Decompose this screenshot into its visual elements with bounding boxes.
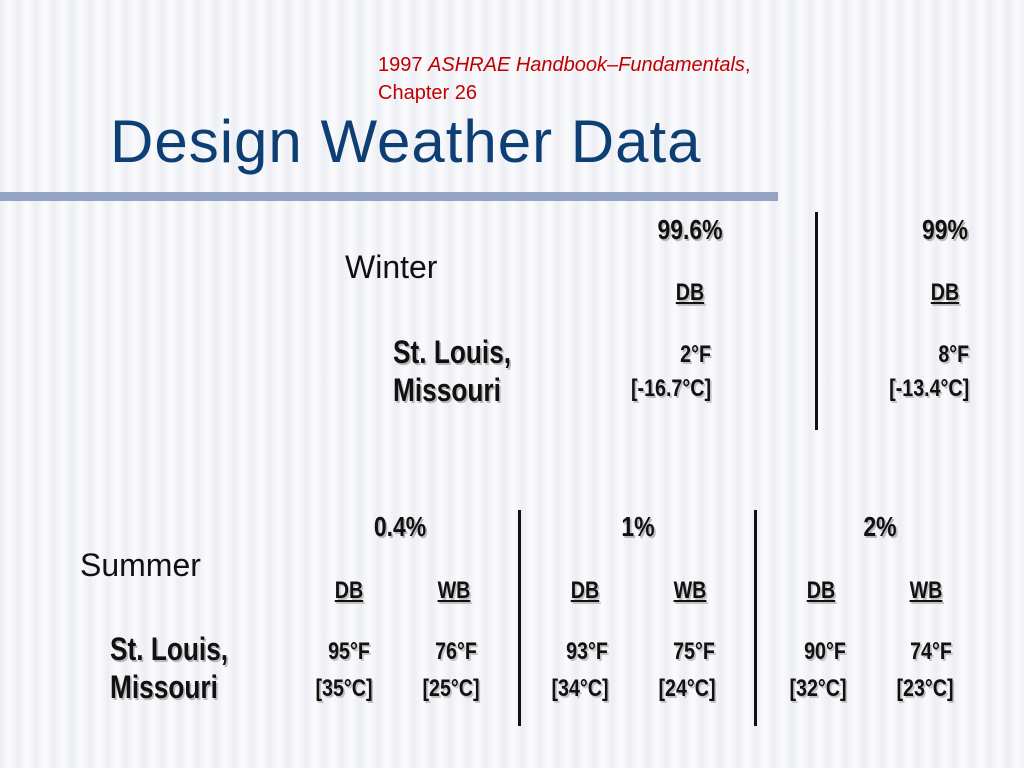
summer-group1-wb-value-c: [25°C]	[422, 675, 480, 702]
summer-group1-wb-header: WB	[437, 577, 471, 604]
reference-year: 1997	[378, 54, 423, 76]
summer-label: Summer	[80, 547, 201, 583]
summer-group2-db-header: DB	[570, 577, 600, 604]
winter-col2-percent: 99%	[922, 214, 968, 245]
summer-group1-db-value-f: 95°F	[328, 638, 370, 665]
winter-city-line-1: St. Louis,	[393, 334, 512, 370]
summer-group2-percent: 1%	[621, 511, 655, 542]
summer-group3-db-value-f: 90°F	[804, 638, 846, 665]
summer-group1-db-value-c: [35°C]	[315, 675, 373, 702]
summer-group3-db-value-c: [32°C]	[789, 675, 847, 702]
summer-group3-wb-value-f: 74°F	[910, 638, 952, 665]
winter-label: Winter	[345, 249, 438, 285]
summer-divider-1	[518, 510, 521, 726]
winter-city-line-2: Missouri	[393, 372, 501, 408]
winter-col2-value-f: 8°F	[938, 341, 970, 368]
summer-group2-db-value-f: 93°F	[566, 638, 608, 665]
summer-group3-db-header: DB	[806, 577, 836, 604]
winter-col1-value-c: [-16.7°C]	[630, 375, 712, 402]
reference-line-1: 1997 ASHRAE Handbook–Fundamentals,	[378, 51, 750, 79]
summer-divider-2	[754, 510, 757, 726]
winter-col2-value-c: [-13.4°C]	[889, 375, 970, 402]
winter-city: St. Louis, Missouri	[393, 333, 511, 409]
reference-book: ASHRAE Handbook–Fundamentals	[428, 54, 745, 76]
summer-city: St. Louis, Missouri	[110, 630, 228, 706]
summer-group1-db-header: DB	[334, 577, 364, 604]
summer-group2-wb-value-f: 75°F	[673, 638, 715, 665]
summer-city-line-2: Missouri	[110, 669, 218, 705]
summer-group2-wb-value-c: [24°C]	[658, 675, 716, 702]
summer-group3-wb-header: WB	[909, 577, 943, 604]
summer-group1-percent: 0.4%	[373, 511, 427, 542]
winter-col2-header: DB	[930, 279, 960, 306]
summer-group1-wb-value-f: 76°F	[435, 638, 477, 665]
reference-comma: ,	[744, 54, 751, 76]
slide-title: Design Weather Data	[110, 108, 702, 175]
summer-group3-percent: 2%	[863, 511, 897, 542]
reference-citation: 1997 ASHRAE Handbook–Fundamentals, Chapt…	[378, 51, 750, 107]
winter-col1-value-f: 2°F	[680, 341, 712, 368]
summer-group2-wb-header: WB	[673, 577, 707, 604]
winter-col1-percent: 99.6%	[657, 214, 723, 245]
summer-group2-db-value-c: [34°C]	[551, 675, 609, 702]
reference-chapter: Chapter 26	[378, 82, 477, 104]
winter-col1-header: DB	[675, 279, 705, 306]
winter-column-divider	[815, 212, 818, 430]
title-rule	[0, 192, 778, 201]
summer-city-line-1: St. Louis,	[110, 631, 229, 667]
summer-group3-wb-value-c: [23°C]	[896, 675, 954, 702]
